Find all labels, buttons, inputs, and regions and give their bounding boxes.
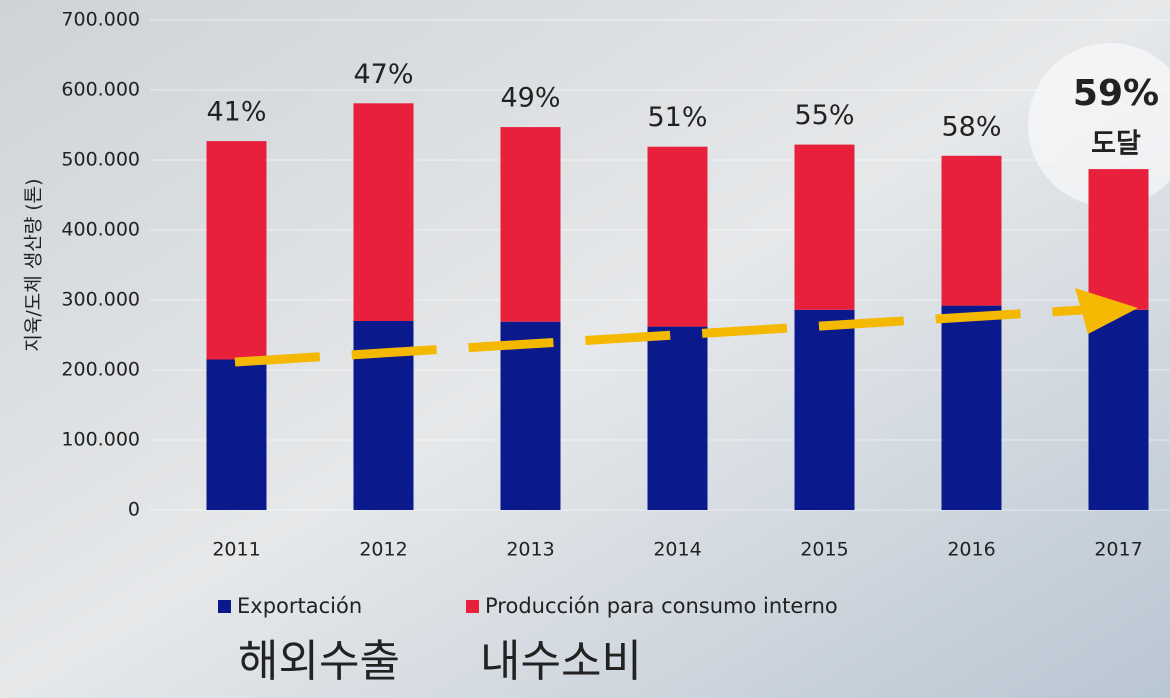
bar-segment <box>353 103 414 321</box>
legend-translation: 내수소비 <box>480 636 642 687</box>
x-tick-label: 2015 <box>800 539 848 561</box>
y-axis-label: 지육/도체 생산량 (톤) <box>23 178 45 351</box>
bar-segment <box>500 127 561 322</box>
percent-label: 47% <box>353 59 413 90</box>
labels: 0 100.000 200.000 300.000 400.000 500.000 600.… <box>61 9 1159 688</box>
percent-label: 58% <box>941 111 1001 142</box>
y-tick-label: 600.000 <box>61 79 140 101</box>
legend-label: Exportación <box>237 594 362 618</box>
x-tick-label: 2012 <box>359 539 407 561</box>
percent-label: 55% <box>794 100 854 131</box>
y-tick-label: 0 <box>128 499 140 521</box>
legend-swatch <box>466 600 479 613</box>
x-tick-label: 2013 <box>506 539 554 561</box>
y-tick-label: 100.000 <box>61 429 140 451</box>
percent-label: 41% <box>206 97 266 128</box>
highlight-note: 도달 <box>1091 129 1141 160</box>
x-tick-label: 2016 <box>947 539 995 561</box>
bar-segment <box>647 146 708 327</box>
trend-arrow <box>234 288 1138 367</box>
percent-label: 51% <box>647 102 707 133</box>
y-tick-label: 200.000 <box>61 359 140 381</box>
trend-line <box>234 305 1083 367</box>
y-tick-label: 500.000 <box>61 149 140 171</box>
bar-segment <box>794 144 855 310</box>
legend-label: Producción para consumo interno <box>485 594 838 618</box>
bar-segment <box>794 309 855 510</box>
percent-label: 59% <box>1073 73 1159 114</box>
y-tick-label: 300.000 <box>61 289 140 311</box>
legend-translation: 해외수출 <box>238 636 400 687</box>
bar-segment <box>1088 309 1149 510</box>
x-tick-label: 2017 <box>1094 539 1142 561</box>
bar-segment <box>206 359 267 510</box>
x-tick-label: 2011 <box>212 539 260 561</box>
legend-swatch <box>218 600 231 613</box>
bar-segment <box>941 305 1002 510</box>
percent-label: 49% <box>500 83 560 114</box>
bar-segment <box>206 141 267 360</box>
y-tick-label: 400.000 <box>61 219 140 241</box>
bar-segment <box>647 326 708 510</box>
highlight-circle <box>1028 43 1170 207</box>
bar-segment <box>941 155 1002 306</box>
bars <box>206 103 1149 510</box>
arrow-head <box>1075 288 1138 334</box>
bar-segment <box>500 321 561 510</box>
x-tick-label: 2014 <box>653 539 701 561</box>
bar-segment <box>1088 169 1149 310</box>
y-tick-label: 700.000 <box>61 9 140 31</box>
